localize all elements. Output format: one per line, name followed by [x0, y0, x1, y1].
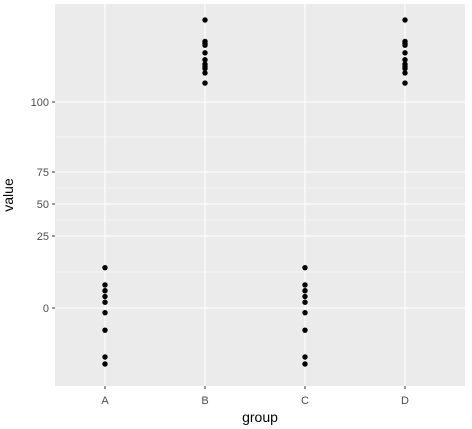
data-point — [302, 327, 308, 333]
y-tick-label: 0 — [43, 303, 49, 315]
data-point — [402, 80, 408, 86]
data-point — [202, 80, 208, 86]
x-tick-label: B — [201, 395, 208, 407]
data-point — [102, 309, 108, 316]
data-point — [302, 354, 308, 360]
data-point — [202, 50, 208, 56]
data-point — [402, 42, 408, 48]
data-point — [402, 50, 408, 56]
y-tick-label: 25 — [37, 231, 49, 243]
data-point — [102, 361, 108, 367]
y-axis-ticks: 0 25 50 75 100 — [31, 97, 55, 315]
data-point — [402, 17, 408, 23]
data-point — [302, 299, 308, 305]
data-point — [302, 293, 308, 300]
data-point — [202, 65, 208, 72]
data-point — [402, 70, 408, 76]
data-points — [102, 17, 408, 367]
data-point — [202, 70, 208, 76]
data-point — [402, 57, 408, 63]
data-point — [202, 42, 208, 48]
grid-lines — [55, 4, 465, 386]
y-tick-label: 100 — [31, 97, 49, 109]
y-tick-label: 50 — [37, 199, 49, 211]
x-tick-label: C — [301, 395, 309, 407]
y-tick-label: 75 — [37, 167, 49, 179]
data-point — [302, 288, 308, 294]
data-point — [102, 288, 108, 294]
y-axis-title: value — [0, 178, 16, 212]
data-point — [202, 17, 208, 23]
x-tick-label: A — [101, 395, 109, 407]
data-point — [302, 361, 308, 367]
data-point — [102, 282, 108, 288]
data-point — [402, 65, 408, 72]
data-point — [102, 327, 108, 333]
data-point — [102, 354, 108, 360]
x-tick-label: D — [401, 395, 409, 407]
plot-panel — [55, 4, 465, 386]
data-point — [102, 293, 108, 300]
data-point — [302, 282, 308, 288]
data-point — [302, 309, 308, 316]
x-axis-ticks: A B C D — [101, 386, 409, 407]
x-axis-title: group — [242, 409, 278, 425]
data-point — [202, 57, 208, 63]
data-point — [302, 264, 308, 271]
data-point — [102, 264, 108, 271]
data-point — [102, 299, 108, 305]
